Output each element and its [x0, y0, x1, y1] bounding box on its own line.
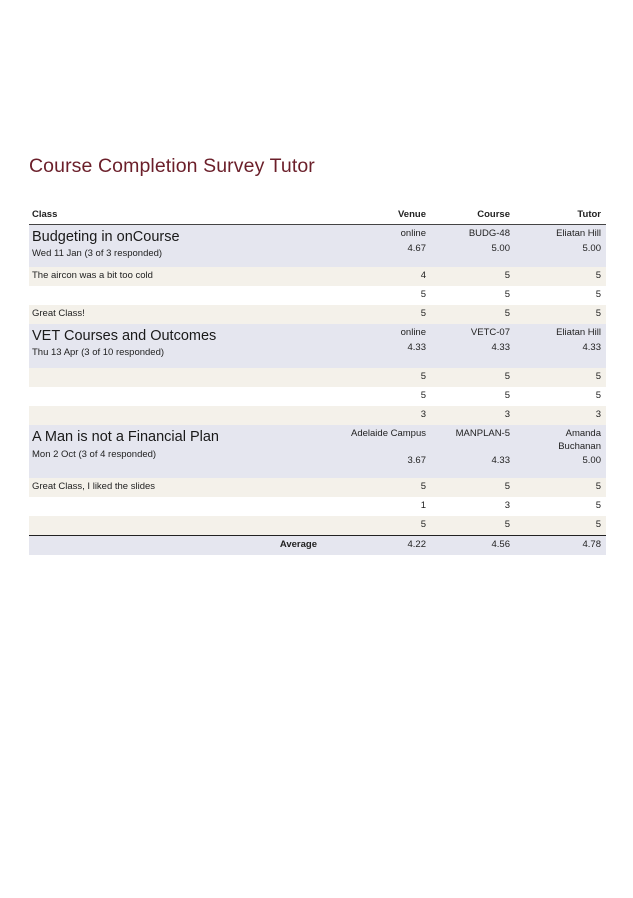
class-name: A Man is not a Financial Plan	[32, 429, 219, 445]
tutor-name: Eliatan Hill	[556, 327, 601, 338]
response-course: 5	[504, 308, 510, 319]
response-tutor: 5	[595, 371, 601, 382]
header-class: Class	[32, 209, 58, 220]
tutor-score: 4.33	[582, 342, 602, 353]
response-comment: Great Class!	[32, 308, 85, 319]
response-row: 5 5 5	[29, 516, 606, 535]
response-venue: 4	[420, 270, 426, 281]
header-tutor: Tutor	[577, 209, 601, 220]
response-course: 5	[504, 519, 510, 530]
response-row: 1 3 5	[29, 497, 606, 516]
class-date: Wed 11 Jan (3 of 3 responded)	[32, 248, 163, 259]
header-venue: Venue	[398, 209, 426, 220]
course-score: 5.00	[491, 243, 511, 254]
average-venue: 4.22	[407, 539, 427, 550]
average-row: Average 4.22 4.56 4.78	[29, 535, 606, 555]
tutor-score: 5.00	[582, 243, 602, 254]
response-course: 5	[504, 390, 510, 401]
response-row: 5 5 5	[29, 387, 606, 406]
response-tutor: 3	[595, 409, 601, 420]
course-code: MANPLAN-5	[455, 428, 510, 439]
response-course: 3	[504, 409, 510, 420]
class-group-row: Budgeting in onCourse Wed 11 Jan (3 of 3…	[29, 225, 606, 267]
response-course: 5	[504, 289, 510, 300]
response-course: 3	[504, 500, 510, 511]
response-venue: 5	[420, 390, 426, 401]
response-tutor: 5	[595, 519, 601, 530]
course-score: 4.33	[491, 342, 511, 353]
response-row: 3 3 3	[29, 406, 606, 425]
response-venue: 3	[420, 409, 426, 420]
class-name: Budgeting in onCourse	[32, 229, 180, 245]
tutor-name: Amanda Buchanan	[558, 428, 601, 452]
venue-score: 3.67	[407, 455, 427, 466]
response-venue: 5	[420, 308, 426, 319]
course-code: VETC-07	[470, 327, 510, 338]
average-course: 4.56	[491, 539, 511, 550]
class-group-row: VET Courses and Outcomes Thu 13 Apr (3 o…	[29, 324, 606, 368]
response-course: 5	[504, 481, 510, 492]
response-row: Great Class, I liked the slides 5 5 5	[29, 478, 606, 497]
average-label: Average	[279, 539, 317, 550]
response-comment: The aircon was a bit too cold	[32, 270, 153, 281]
class-group-row: A Man is not a Financial Plan Mon 2 Oct …	[29, 425, 606, 478]
response-tutor: 5	[595, 289, 601, 300]
response-comment: Great Class, I liked the slides	[32, 481, 156, 492]
tutor-score: 5.00	[582, 455, 602, 466]
course-code: BUDG-48	[468, 228, 510, 239]
response-row: 5 5 5	[29, 368, 606, 387]
response-row: The aircon was a bit too cold 4 5 5	[29, 267, 606, 286]
response-venue: 5	[420, 289, 426, 300]
response-course: 5	[504, 270, 510, 281]
response-tutor: 5	[595, 500, 601, 511]
venue-score: 4.33	[407, 342, 427, 353]
tutor-name: Eliatan Hill	[556, 228, 601, 239]
response-tutor: 5	[595, 481, 601, 492]
course-score: 4.33	[491, 455, 511, 466]
class-date: Mon 2 Oct (3 of 4 responded)	[32, 449, 157, 460]
survey-table: Class Venue Course Tutor Budgeting in on…	[29, 205, 606, 555]
response-venue: 5	[420, 371, 426, 382]
response-venue: 5	[420, 481, 426, 492]
report-title: Course Completion Survey Tutor	[29, 155, 315, 177]
response-tutor: 5	[595, 270, 601, 281]
average-tutor: 4.78	[582, 539, 602, 550]
response-row: 5 5 5	[29, 286, 606, 305]
response-venue: 5	[420, 519, 426, 530]
class-date: Thu 13 Apr (3 of 10 responded)	[32, 347, 165, 358]
venue-score: 4.67	[407, 243, 427, 254]
venue-name: Adelaide Campus	[351, 428, 426, 439]
class-name: VET Courses and Outcomes	[32, 328, 217, 344]
response-row: Great Class! 5 5 5	[29, 305, 606, 324]
response-tutor: 5	[595, 390, 601, 401]
venue-name: online	[400, 228, 426, 239]
table-header-row: Class Venue Course Tutor	[29, 205, 606, 225]
response-course: 5	[504, 371, 510, 382]
response-venue: 1	[420, 500, 426, 511]
response-tutor: 5	[595, 308, 601, 319]
venue-name: online	[400, 327, 426, 338]
header-course: Course	[477, 209, 510, 220]
